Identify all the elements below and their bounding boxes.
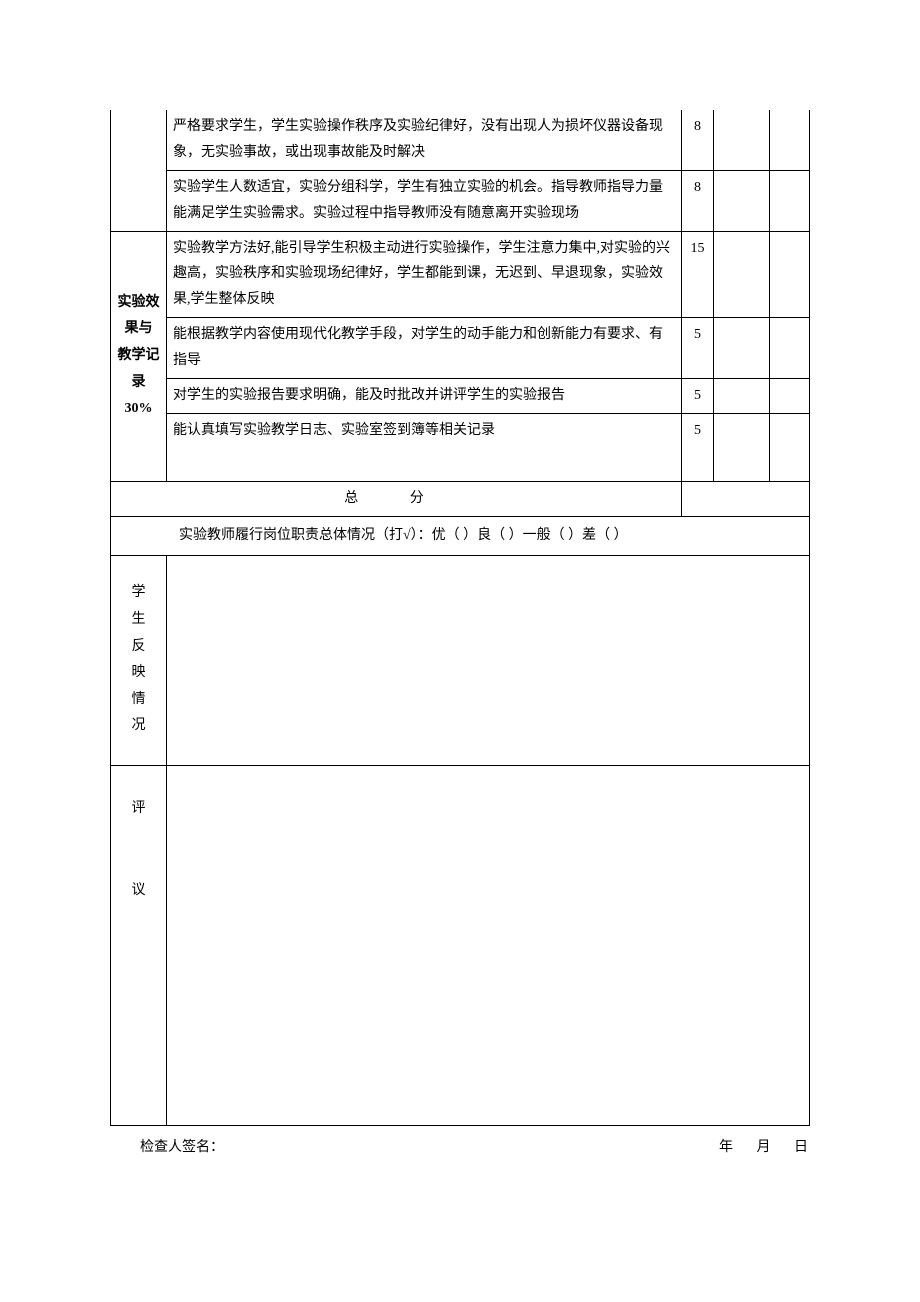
criteria-score: 5 — [682, 318, 714, 379]
blank-cell — [714, 110, 770, 170]
date-line: 年 月 日 — [699, 1136, 808, 1156]
criteria-text: 对学生的实验报告要求明确，能及时批改并讲评学生的实验报告 — [167, 379, 682, 414]
total-label: 总 分 — [111, 481, 682, 516]
category-label-line: 果与 — [117, 316, 160, 343]
evaluation-content — [167, 765, 810, 1125]
criteria-text: 实验教学方法好,能引导学生积极主动进行实验操作，学生注意力集中,对实验的兴趣高，… — [167, 231, 682, 318]
evaluation-row: 评 议 — [111, 765, 810, 1125]
category-label-line: 录 — [117, 370, 160, 397]
evaluation-table: 严格要求学生，学生实验操作秩序及实验纪律好，没有出现人为损坏仪器设备现象，无实验… — [110, 110, 810, 1126]
blank-cell — [770, 379, 810, 414]
blank-cell — [714, 318, 770, 379]
blank-cell — [770, 231, 810, 318]
criteria-score: 8 — [682, 170, 714, 231]
blank-cell — [714, 379, 770, 414]
student-feedback-content — [167, 555, 810, 765]
table-row: 对学生的实验报告要求明确，能及时批改并讲评学生的实验报告 5 — [111, 379, 810, 414]
table-row: 严格要求学生，学生实验操作秩序及实验纪律好，没有出现人为损坏仪器设备现象，无实验… — [111, 110, 810, 170]
table-row: 实验学生人数适宜，实验分组科学，学生有独立实验的机会。指导教师指导力量能满足学生… — [111, 170, 810, 231]
blank-cell — [770, 413, 810, 481]
criteria-text: 严格要求学生，学生实验操作秩序及实验纪律好，没有出现人为损坏仪器设备现象，无实验… — [167, 110, 682, 170]
category-label-line: 实验效 — [117, 290, 160, 317]
student-feedback-row: 学 生 反 映 情 况 — [111, 555, 810, 765]
criteria-text: 能认真填写实验教学日志、实验室签到簿等相关记录 — [167, 413, 682, 481]
blank-cell — [714, 231, 770, 318]
criteria-score: 5 — [682, 379, 714, 414]
footer: 检查人签名： 年 月 日 — [110, 1136, 810, 1156]
signer-label: 检查人签名： — [140, 1136, 224, 1156]
category-label-line: 教学记 — [117, 343, 160, 370]
criteria-text: 能根据教学内容使用现代化教学手段，对学生的动手能力和创新能力有要求、有指导 — [167, 318, 682, 379]
table-row: 能认真填写实验教学日志、实验室签到簿等相关记录 5 — [111, 413, 810, 481]
criteria-text: 实验学生人数适宜，实验分组科学，学生有独立实验的机会。指导教师指导力量能满足学生… — [167, 170, 682, 231]
category-weight: 30% — [117, 396, 160, 423]
table-row: 能根据教学内容使用现代化教学手段，对学生的动手能力和创新能力有要求、有指导 5 — [111, 318, 810, 379]
total-value — [682, 481, 810, 516]
evaluation-label: 评 议 — [111, 765, 167, 1125]
criteria-score: 8 — [682, 110, 714, 170]
student-feedback-label: 学 生 反 映 情 况 — [111, 555, 167, 765]
blank-cell — [770, 170, 810, 231]
rating-row: 实验教师履行岗位职责总体情况（打√）：优（ ）良（ ）一般（ ）差（ ） — [111, 516, 810, 555]
total-row: 总 分 — [111, 481, 810, 516]
blank-cell — [714, 170, 770, 231]
blank-cell — [770, 110, 810, 170]
criteria-score: 5 — [682, 413, 714, 481]
category-effects: 实验效 果与 教学记 录 30% — [111, 231, 167, 481]
criteria-score: 15 — [682, 231, 714, 318]
table-row: 实验效 果与 教学记 录 30% 实验教学方法好,能引导学生积极主动进行实验操作… — [111, 231, 810, 318]
category-blank — [111, 110, 167, 231]
blank-cell — [714, 413, 770, 481]
rating-text: 实验教师履行岗位职责总体情况（打√）：优（ ）良（ ）一般（ ）差（ ） — [111, 516, 810, 555]
blank-cell — [770, 318, 810, 379]
